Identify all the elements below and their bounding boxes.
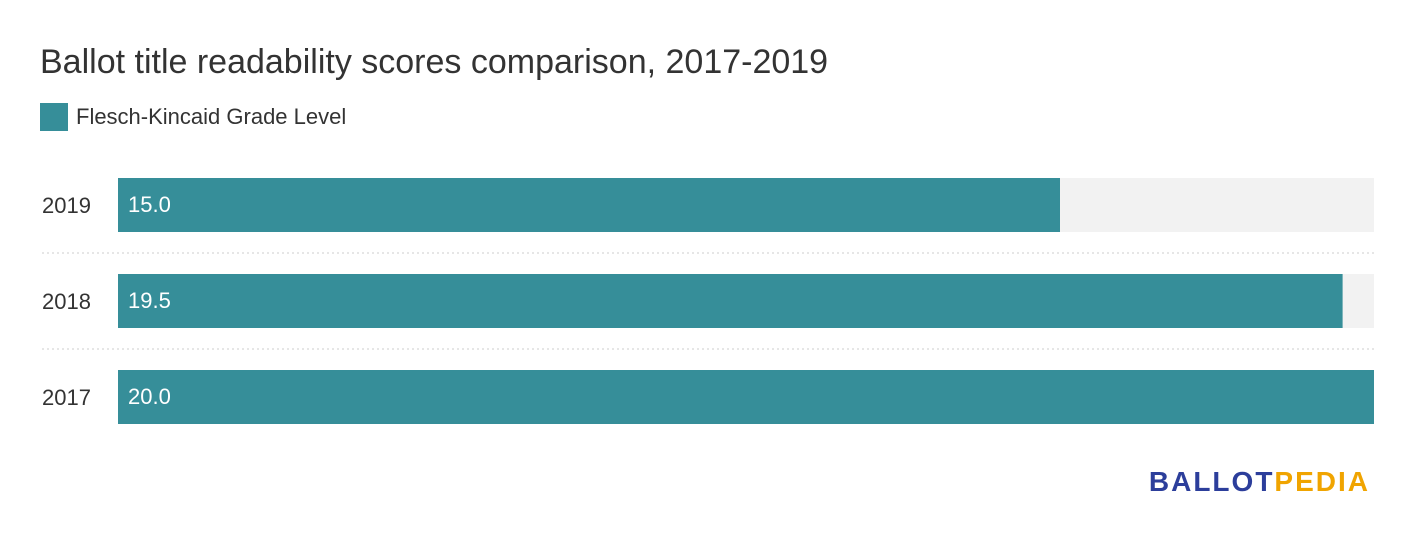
bar: [118, 274, 1343, 328]
legend: Flesch-Kincaid Grade Level: [40, 103, 346, 131]
bar-value-label: 19.5: [128, 288, 171, 313]
category-label: 2018: [42, 289, 91, 314]
bar: [118, 178, 1060, 232]
brand-logo-part1: BALLOT: [1148, 466, 1275, 497]
legend-label: Flesch-Kincaid Grade Level: [76, 104, 347, 129]
legend-swatch: [40, 103, 68, 131]
category-label: 2017: [42, 385, 91, 410]
category-label: 2019: [42, 193, 91, 218]
brand-logo-part2: PEDIA: [1274, 466, 1370, 497]
bar: [118, 370, 1374, 424]
bar-value-label: 15.0: [128, 192, 171, 217]
brand-logo: BALLOTPEDIA: [1149, 466, 1370, 498]
chart-title: Ballot title readability scores comparis…: [40, 43, 829, 81]
bar-value-label: 20.0: [128, 384, 171, 409]
